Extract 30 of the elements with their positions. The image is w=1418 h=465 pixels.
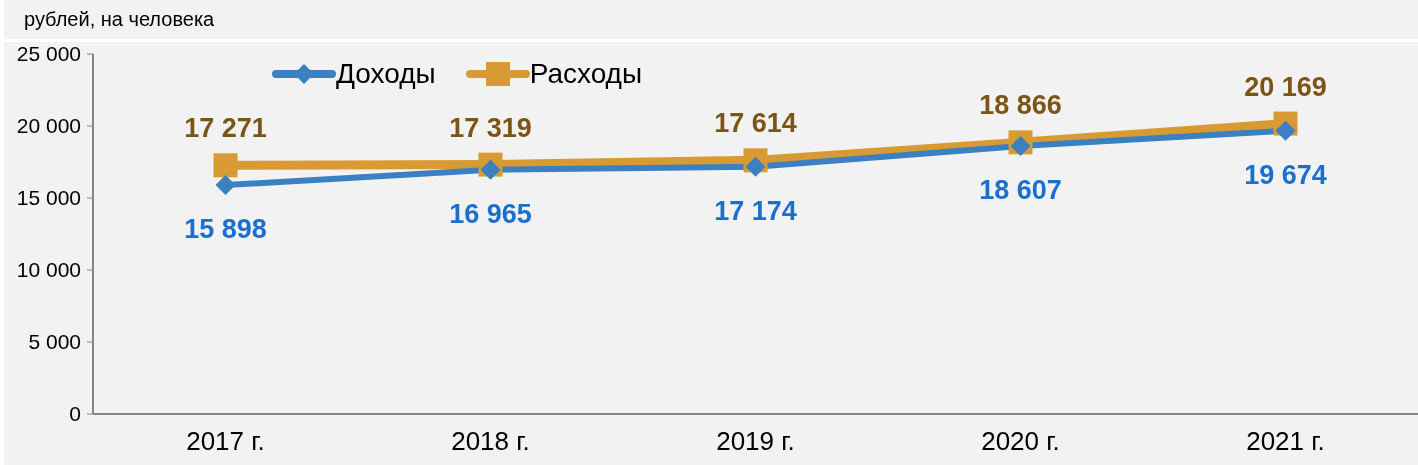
- point: [1275, 120, 1296, 141]
- point: [745, 156, 766, 177]
- y-tick-label: 20 000: [16, 114, 81, 138]
- x-tick-label: 2021 г.: [1246, 426, 1325, 457]
- data-label: 16 965: [449, 198, 532, 229]
- legend-label: Доходы: [336, 58, 436, 90]
- legend-label: Расходы: [529, 58, 643, 90]
- data-label: 17 271: [184, 113, 267, 144]
- y-tick-label: 25 000: [16, 42, 81, 66]
- data-label: 17 614: [714, 108, 797, 139]
- data-label: 15 898: [184, 214, 267, 245]
- data-label: 18 866: [979, 90, 1062, 121]
- y-tick-label: 10 000: [16, 258, 81, 282]
- y-tick-label: 0: [69, 402, 81, 426]
- data-label: 20 169: [1244, 71, 1327, 102]
- x-tick-label: 2017 г.: [186, 426, 265, 457]
- point: [480, 159, 501, 180]
- y-tick-label: 15 000: [16, 186, 81, 210]
- x-tick-label: 2019 г.: [716, 426, 795, 457]
- y-axis-title: рублей, на человека: [24, 8, 215, 31]
- data-label: 17 319: [449, 112, 532, 143]
- data-label: 17 174: [714, 195, 797, 226]
- data-label: 19 674: [1244, 159, 1327, 190]
- data-label: 18 607: [979, 175, 1062, 206]
- point: [213, 153, 238, 178]
- y-tick-label: 5 000: [28, 330, 81, 354]
- point: [215, 175, 236, 196]
- x-tick-label: 2020 г.: [981, 426, 1060, 457]
- point: [1010, 136, 1031, 157]
- x-tick-label: 2018 г.: [451, 426, 530, 457]
